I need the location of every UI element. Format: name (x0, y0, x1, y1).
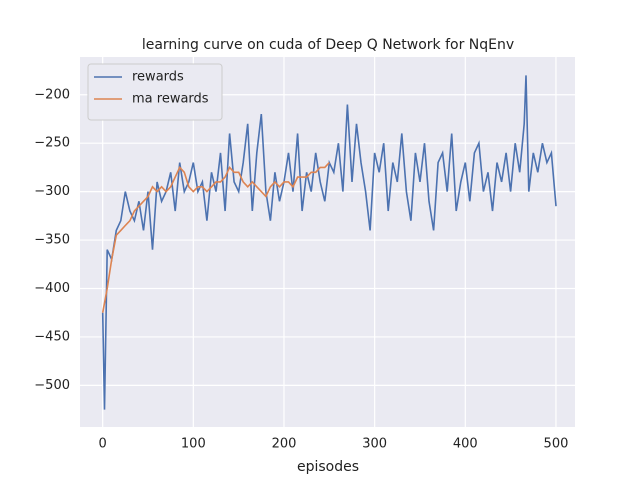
lines (101, 75, 557, 410)
legend-label: rewards (132, 70, 184, 85)
y-tick-label: −300 (34, 184, 70, 199)
legend-label: ma rewards (132, 92, 209, 107)
x-tick-label: 500 (544, 437, 569, 452)
chart-title: learning curve on cuda of Deep Q Network… (142, 37, 514, 53)
legend: rewards ma rewards (87, 63, 223, 121)
x-tick-label: 200 (272, 437, 297, 452)
line-series (101, 162, 330, 313)
x-tick-label: 0 (99, 437, 107, 452)
y-tick-label: −250 (34, 136, 70, 151)
x-tick-label: 100 (181, 437, 206, 452)
x-tick-label: 300 (362, 437, 387, 452)
y-tick-label: −500 (34, 378, 70, 393)
x-axis-label: episodes (297, 459, 359, 475)
grid (80, 57, 575, 427)
y-tick-label: −350 (34, 233, 70, 248)
y-tick-label: −400 (34, 281, 70, 296)
x-tick-label: 400 (453, 437, 478, 452)
legend-box (87, 63, 223, 121)
y-tick-label: −450 (34, 329, 70, 344)
y-tick-label: −200 (34, 87, 70, 102)
